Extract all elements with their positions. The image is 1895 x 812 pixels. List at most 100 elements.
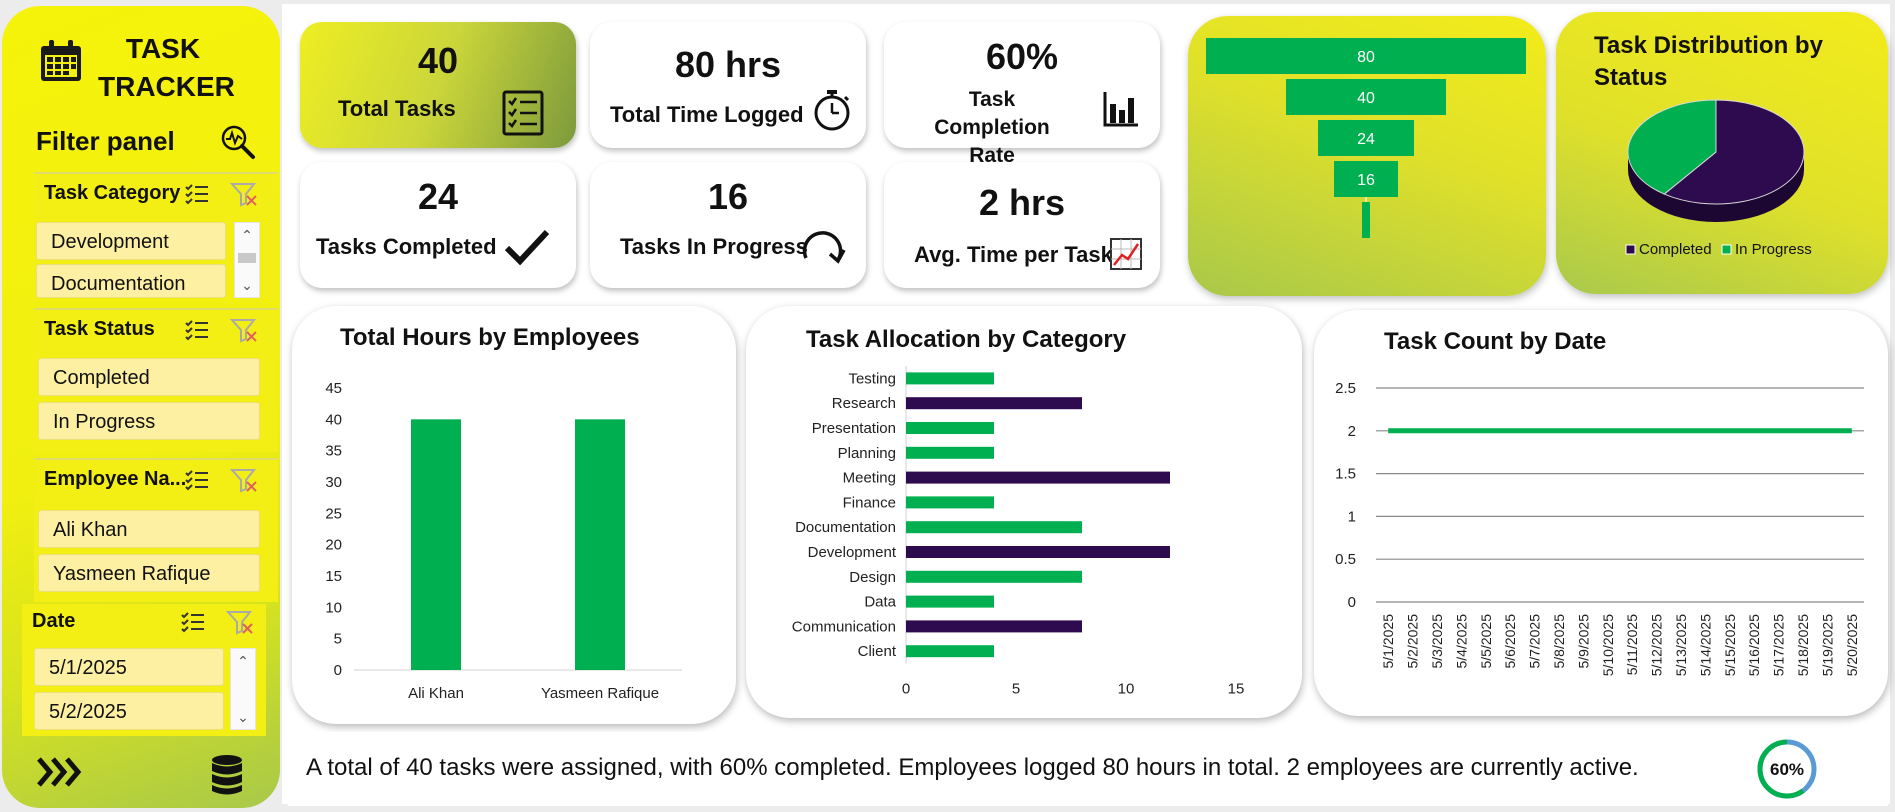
summary-text: A total of 40 tasks were assigned, with … bbox=[306, 754, 1639, 781]
x-tick-label: 5/20/2025 bbox=[1844, 614, 1860, 676]
bar bbox=[906, 422, 994, 434]
funnel-data-label: 24 bbox=[1357, 131, 1375, 148]
completion-gauge: 60% bbox=[1757, 739, 1817, 799]
funnel-bar bbox=[1286, 79, 1446, 115]
category-label: Testing bbox=[848, 370, 896, 387]
database-icon[interactable] bbox=[210, 754, 244, 796]
hours-chart-title: Total Hours by Employees bbox=[340, 324, 640, 351]
slicer-scrollbar[interactable]: ⌃ ⌄ bbox=[230, 648, 256, 730]
x-tick-label: 5/4/2025 bbox=[1453, 614, 1469, 669]
bar bbox=[906, 546, 1170, 558]
slicer-item[interactable]: Documentation bbox=[36, 264, 226, 298]
pie-slice bbox=[1663, 99, 1805, 205]
x-tick-label: 5/2/2025 bbox=[1405, 614, 1421, 669]
scroll-down-icon[interactable]: ⌄ bbox=[241, 277, 253, 293]
category-label: Development bbox=[808, 544, 897, 561]
kpi-card-avg-time: 2 hrs Avg. Time per Task bbox=[884, 162, 1160, 288]
slicer-item[interactable]: 5/2/2025 bbox=[34, 692, 224, 730]
count-by-date-panel: Task Count by Date 0 0.5 1 1.5 2 2.5 5/1/2025 5… bbox=[1314, 310, 1888, 716]
category-label: Meeting bbox=[843, 470, 896, 487]
expand-arrows-icon[interactable] bbox=[36, 754, 82, 790]
x-tick-label: 5/7/2025 bbox=[1527, 614, 1543, 669]
scroll-thumb[interactable] bbox=[238, 253, 256, 263]
y-tick-label: 1.5 bbox=[1335, 466, 1356, 483]
x-tick-label: 15 bbox=[1228, 681, 1245, 698]
bar-chart-icon bbox=[1103, 92, 1138, 127]
clear-filter-icon[interactable] bbox=[226, 609, 254, 635]
bar bbox=[906, 645, 994, 658]
slicer-header-task-category: Task Category bbox=[44, 182, 181, 204]
category-label: Design bbox=[849, 569, 896, 586]
x-tick-label: 5/1/2025 bbox=[1380, 614, 1396, 669]
bar bbox=[906, 446, 994, 459]
refresh-icon bbox=[802, 231, 846, 264]
x-tick-label: 10 bbox=[1118, 681, 1135, 698]
kpi-label: Avg. Time per Task bbox=[914, 242, 1113, 267]
allocation-by-category-panel: Task Allocation by Category Testing Resea… bbox=[746, 306, 1302, 718]
funnel-bar bbox=[1334, 161, 1398, 197]
slicer-header-date: Date bbox=[32, 610, 76, 632]
y-tick-label: 5 bbox=[334, 631, 342, 648]
bar bbox=[906, 595, 994, 608]
legend-swatch bbox=[1721, 244, 1732, 255]
slicer-header-task-status: Task Status bbox=[44, 318, 155, 340]
slicer-item[interactable]: Development bbox=[36, 222, 226, 260]
bar bbox=[906, 496, 994, 509]
y-tick-label: 1 bbox=[1348, 508, 1356, 525]
funnel-chart: 80 40 24 16 bbox=[1206, 38, 1526, 238]
kpi-label: Tasks Completed bbox=[316, 234, 497, 259]
bar bbox=[906, 521, 1082, 534]
gauge-label: 60% bbox=[1770, 760, 1804, 779]
multi-select-icon[interactable] bbox=[184, 182, 210, 206]
category-label: Client bbox=[858, 643, 897, 660]
filter-panel-label: Filter panel bbox=[36, 126, 175, 156]
gauge-fill bbox=[1757, 739, 1817, 799]
slicer-item[interactable]: In Progress bbox=[38, 402, 260, 440]
category-label: Research bbox=[832, 395, 896, 412]
x-tick-label: 5/15/2025 bbox=[1722, 614, 1738, 676]
slicer-header-employee: Employee Na... bbox=[44, 468, 187, 490]
y-tick-label: 40 bbox=[325, 411, 342, 428]
funnel-bar bbox=[1362, 202, 1370, 238]
allocation-bar-chart: Testing Research Presentation Planning Meeti… bbox=[792, 366, 1245, 698]
bar bbox=[906, 397, 1082, 410]
x-tick-label: 5/16/2025 bbox=[1746, 614, 1762, 676]
slicer-item[interactable]: Ali Khan bbox=[38, 510, 260, 548]
y-tick-label: 20 bbox=[325, 537, 342, 554]
app-title: TASK TRACKER bbox=[98, 30, 235, 106]
kpi-card-total-tasks: 40 Total Tasks bbox=[300, 22, 576, 148]
kpi-label-line2: Rate bbox=[969, 144, 1015, 167]
legend-label: Completed bbox=[1639, 241, 1712, 258]
slicer-scrollbar[interactable]: ⌃ ⌄ bbox=[234, 222, 260, 298]
clear-filter-icon[interactable] bbox=[230, 467, 258, 493]
category-label: Documentation bbox=[795, 519, 896, 536]
multi-select-icon[interactable] bbox=[184, 468, 210, 492]
slicer-task-category: Task Category Development Documentation … bbox=[34, 172, 278, 300]
slicer-item[interactable]: Completed bbox=[38, 358, 260, 396]
multi-select-icon[interactable] bbox=[180, 610, 206, 634]
pie-slice bbox=[1627, 99, 1717, 195]
kpi-card-tasks-in-progress: 16 Tasks In Progress bbox=[590, 162, 866, 288]
clear-filter-icon[interactable] bbox=[230, 181, 258, 207]
funnel-bar bbox=[1318, 120, 1414, 156]
legend-swatch bbox=[1625, 244, 1636, 255]
x-tick-label: 5/18/2025 bbox=[1795, 614, 1811, 676]
clear-filter-icon[interactable] bbox=[230, 317, 258, 343]
kpi-value: 24 bbox=[417, 176, 459, 217]
slicer-item[interactable]: Yasmeen Rafique bbox=[38, 554, 260, 592]
x-tick-label: Yasmeen Rafique bbox=[541, 685, 659, 702]
hours-bar-chart: 0 5 10 15 20 25 30 35 40 45 Ali Khan Yasmeen Rafiqu… bbox=[325, 380, 682, 702]
x-tick-label: 5/19/2025 bbox=[1819, 614, 1835, 676]
slicer-item[interactable]: 5/1/2025 bbox=[34, 648, 224, 686]
scroll-up-icon[interactable]: ⌃ bbox=[241, 227, 253, 243]
kpi-card-tasks-completed: 24 Tasks Completed bbox=[300, 162, 576, 288]
x-tick-label: 5/10/2025 bbox=[1600, 614, 1616, 676]
y-tick-label: 0 bbox=[334, 662, 342, 679]
x-tick-label: 5/12/2025 bbox=[1649, 614, 1665, 676]
scroll-down-icon[interactable]: ⌄ bbox=[237, 709, 249, 725]
category-label: Data bbox=[864, 594, 896, 611]
scroll-up-icon[interactable]: ⌃ bbox=[237, 653, 249, 669]
kpi-label: Total Tasks bbox=[338, 96, 456, 121]
y-tick-label: 0.5 bbox=[1335, 551, 1356, 568]
multi-select-icon[interactable] bbox=[184, 318, 210, 342]
